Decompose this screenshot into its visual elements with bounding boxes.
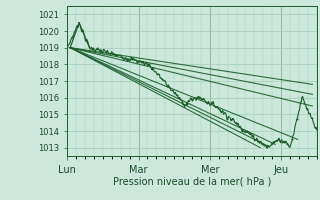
X-axis label: Pression niveau de la mer( hPa ): Pression niveau de la mer( hPa ) xyxy=(113,176,271,186)
